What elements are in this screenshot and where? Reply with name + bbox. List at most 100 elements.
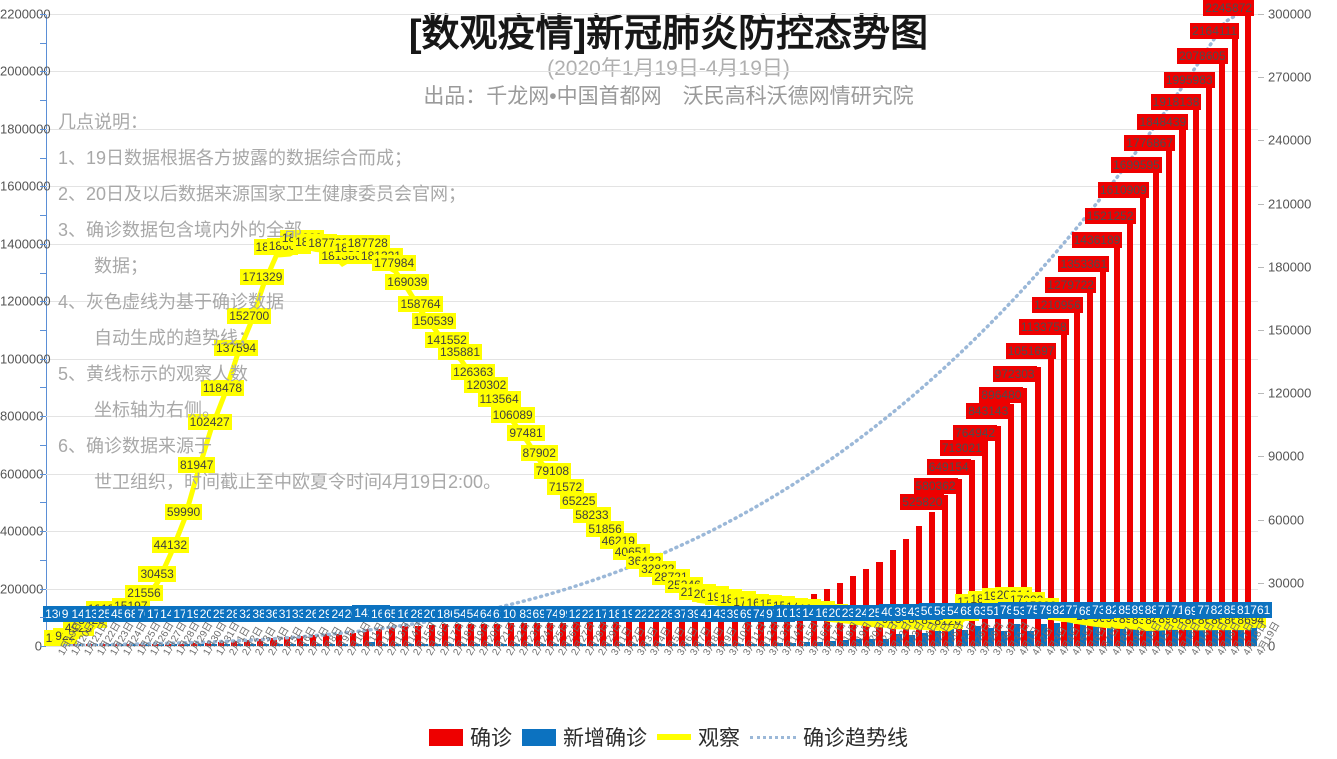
bar-new-confirmed[interactable] bbox=[803, 641, 810, 646]
bar-new-confirmed[interactable] bbox=[922, 633, 929, 646]
bar-new-confirmed[interactable] bbox=[408, 644, 415, 646]
bar-new-confirmed[interactable] bbox=[1238, 621, 1245, 646]
bar-new-confirmed[interactable] bbox=[368, 641, 375, 646]
bar-new-confirmed[interactable] bbox=[619, 644, 626, 646]
bar-confirmed[interactable] bbox=[1219, 48, 1226, 646]
bar-new-confirmed[interactable] bbox=[1132, 621, 1139, 646]
bar-new-confirmed[interactable] bbox=[223, 644, 230, 646]
bar-new-confirmed[interactable] bbox=[316, 644, 323, 646]
bar-new-confirmed[interactable] bbox=[737, 644, 744, 646]
bar-confirmed[interactable] bbox=[731, 612, 738, 646]
bar-new-confirmed[interactable] bbox=[829, 641, 836, 646]
bar-new-confirmed[interactable] bbox=[1093, 626, 1100, 646]
bar-confirmed[interactable] bbox=[1087, 278, 1094, 646]
bar-confirmed[interactable] bbox=[244, 640, 251, 646]
bar-new-confirmed[interactable] bbox=[460, 644, 468, 646]
bar-confirmed[interactable] bbox=[560, 622, 567, 646]
bar-confirmed[interactable] bbox=[441, 624, 448, 646]
bar-new-confirmed[interactable] bbox=[961, 630, 968, 646]
bar-new-confirmed[interactable] bbox=[131, 644, 138, 646]
bar-new-confirmed[interactable] bbox=[342, 644, 349, 646]
bar-confirmed[interactable] bbox=[573, 622, 580, 646]
bar-new-confirmed[interactable] bbox=[790, 642, 797, 646]
bar-confirmed[interactable] bbox=[1126, 209, 1133, 646]
bar-confirmed[interactable] bbox=[652, 618, 659, 646]
bar-new-confirmed[interactable] bbox=[605, 644, 612, 646]
bar-new-confirmed[interactable] bbox=[1211, 623, 1218, 646]
bar-confirmed[interactable] bbox=[678, 616, 685, 646]
bar-new-confirmed[interactable] bbox=[671, 644, 678, 646]
bar-new-confirmed[interactable] bbox=[856, 639, 863, 646]
bar-new-confirmed[interactable] bbox=[447, 644, 454, 646]
bar-new-confirmed[interactable] bbox=[1001, 631, 1008, 646]
bar-confirmed[interactable] bbox=[797, 597, 804, 646]
bar-new-confirmed[interactable] bbox=[487, 644, 494, 646]
bar-confirmed[interactable] bbox=[929, 511, 936, 646]
bar-confirmed[interactable] bbox=[744, 610, 751, 646]
bar-confirmed[interactable] bbox=[968, 459, 975, 646]
bar-confirmed[interactable] bbox=[705, 614, 712, 646]
bar-new-confirmed[interactable] bbox=[526, 644, 533, 646]
bar-confirmed[interactable] bbox=[310, 635, 317, 646]
bar-confirmed[interactable] bbox=[375, 628, 382, 646]
bar-confirmed[interactable] bbox=[1008, 403, 1015, 646]
bar-new-confirmed[interactable] bbox=[882, 638, 889, 646]
legend-item[interactable]: 确诊 bbox=[429, 722, 512, 752]
bar-confirmed[interactable] bbox=[1205, 72, 1212, 646]
bar-confirmed[interactable] bbox=[507, 623, 514, 646]
bar-confirmed[interactable] bbox=[230, 641, 237, 646]
bar-new-confirmed[interactable] bbox=[1159, 620, 1166, 646]
bar-confirmed[interactable] bbox=[1100, 257, 1107, 646]
bar-confirmed[interactable] bbox=[639, 619, 646, 646]
bar-confirmed[interactable] bbox=[586, 621, 593, 646]
bar-new-confirmed[interactable] bbox=[540, 644, 547, 646]
bar-new-confirmed[interactable] bbox=[210, 644, 217, 646]
bar-new-confirmed[interactable] bbox=[276, 644, 283, 646]
bar-confirmed[interactable] bbox=[112, 644, 119, 646]
bar-new-confirmed[interactable] bbox=[421, 644, 428, 646]
bar-confirmed[interactable] bbox=[468, 624, 475, 646]
bar-new-confirmed[interactable] bbox=[1185, 625, 1192, 646]
bar-new-confirmed[interactable] bbox=[237, 644, 244, 646]
bar-confirmed[interactable] bbox=[270, 637, 277, 646]
bar-confirmed[interactable] bbox=[889, 550, 896, 646]
bar-new-confirmed[interactable] bbox=[171, 644, 178, 646]
bar-confirmed[interactable] bbox=[916, 526, 923, 646]
bar-confirmed[interactable] bbox=[336, 633, 343, 646]
bar-new-confirmed[interactable] bbox=[1053, 623, 1060, 646]
legend-item[interactable]: 观察 bbox=[657, 722, 740, 752]
bar-new-confirmed[interactable] bbox=[935, 631, 942, 646]
bar-confirmed[interactable] bbox=[613, 620, 620, 646]
bar-confirmed[interactable] bbox=[599, 620, 606, 646]
bar-new-confirmed[interactable] bbox=[908, 634, 915, 646]
bar-confirmed[interactable] bbox=[626, 619, 633, 646]
bar-confirmed[interactable] bbox=[942, 494, 949, 646]
bar-new-confirmed[interactable] bbox=[750, 644, 757, 646]
bar-confirmed[interactable] bbox=[955, 479, 962, 646]
bar-confirmed[interactable] bbox=[283, 637, 290, 646]
bar-new-confirmed[interactable] bbox=[724, 644, 731, 646]
bar-new-confirmed[interactable] bbox=[566, 644, 573, 646]
bar-confirmed[interactable] bbox=[1047, 343, 1054, 646]
legend-item[interactable]: 新增确诊 bbox=[522, 722, 647, 752]
bar-new-confirmed[interactable] bbox=[1225, 622, 1232, 646]
bar-confirmed[interactable] bbox=[692, 615, 699, 646]
bar-new-confirmed[interactable] bbox=[329, 644, 336, 646]
bar-new-confirmed[interactable] bbox=[289, 644, 296, 646]
bar-new-confirmed[interactable] bbox=[763, 643, 771, 646]
bar-confirmed[interactable] bbox=[1232, 24, 1239, 646]
bar-new-confirmed[interactable] bbox=[711, 644, 718, 646]
bar-new-confirmed[interactable] bbox=[381, 644, 388, 646]
bar-confirmed[interactable] bbox=[981, 441, 988, 646]
bar-new-confirmed[interactable] bbox=[1251, 622, 1258, 646]
bar-confirmed[interactable] bbox=[257, 639, 264, 646]
bar-new-confirmed[interactable] bbox=[1172, 623, 1179, 646]
bar-new-confirmed[interactable] bbox=[197, 644, 204, 646]
bar-new-confirmed[interactable] bbox=[698, 644, 705, 646]
bar-new-confirmed[interactable] bbox=[843, 640, 850, 646]
bar-new-confirmed[interactable] bbox=[1066, 622, 1074, 646]
bar-confirmed[interactable] bbox=[1060, 320, 1067, 646]
bar-confirmed[interactable] bbox=[362, 629, 369, 646]
bar-new-confirmed[interactable] bbox=[474, 644, 481, 646]
bar-new-confirmed[interactable] bbox=[1119, 622, 1126, 646]
